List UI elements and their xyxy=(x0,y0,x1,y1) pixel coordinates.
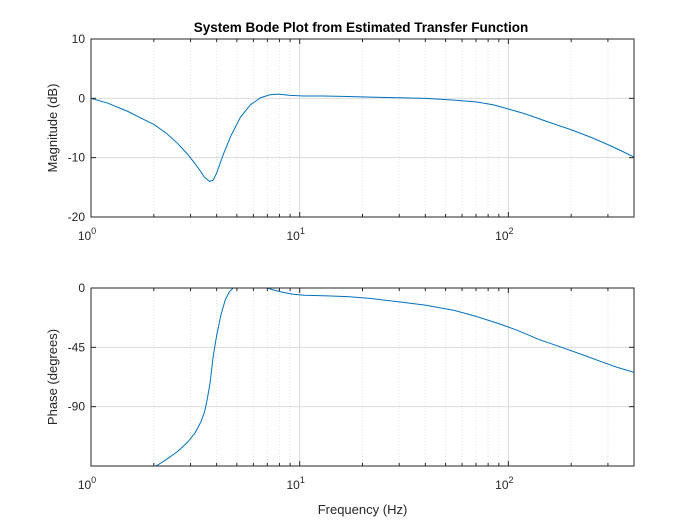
magnitude-y-tick-label: -20 xyxy=(68,210,86,224)
phase-x-tick-label: 100 xyxy=(78,475,96,492)
magnitude-series-line xyxy=(91,93,634,182)
magnitude-x-tick-label: 100 xyxy=(78,226,96,243)
phase-x-tick-exponent: 1 xyxy=(300,475,305,485)
phase-y-tick-label: -45 xyxy=(68,340,86,354)
magnitude-x-tick-label: 102 xyxy=(495,226,513,243)
phase-y-tick-label: -90 xyxy=(68,400,86,414)
magnitude-y-tick-label: 10 xyxy=(72,32,86,46)
magnitude-x-tick-base: 10 xyxy=(78,229,92,243)
phase-series-line-1 xyxy=(155,288,234,466)
phase-y-tick-label: 0 xyxy=(78,281,85,295)
phase-x-tick-base: 10 xyxy=(495,478,509,492)
phase-series-line-2 xyxy=(267,288,634,373)
phase-x-tick-exponent: 2 xyxy=(509,475,514,485)
phase-x-tick-label: 102 xyxy=(495,475,513,492)
phase-x-tick-label: 101 xyxy=(286,475,304,492)
magnitude-y-axis-label: Magnitude (dB) xyxy=(45,84,60,173)
magnitude-y-tick-label: -10 xyxy=(68,151,86,165)
magnitude-x-tick-base: 10 xyxy=(495,229,509,243)
phase-x-tick-base: 10 xyxy=(286,478,300,492)
magnitude-y-tick-label: 0 xyxy=(78,91,85,105)
phase-x-axis-label: Frequency (Hz) xyxy=(318,502,408,517)
magnitude-x-tick-exponent: 0 xyxy=(91,226,96,236)
phase-x-tick-exponent: 0 xyxy=(91,475,96,485)
chart-title: System Bode Plot from Estimated Transfer… xyxy=(194,20,529,35)
magnitude-x-tick-exponent: 1 xyxy=(300,226,305,236)
phase-x-tick-base: 10 xyxy=(78,478,92,492)
magnitude-x-tick-base: 10 xyxy=(286,229,300,243)
magnitude-plot-area xyxy=(91,39,634,217)
magnitude-x-tick-exponent: 2 xyxy=(509,226,514,236)
phase-y-axis-label: Phase (degrees) xyxy=(45,329,60,425)
magnitude-x-tick-label: 101 xyxy=(286,226,304,243)
phase-plot-area xyxy=(91,288,634,466)
